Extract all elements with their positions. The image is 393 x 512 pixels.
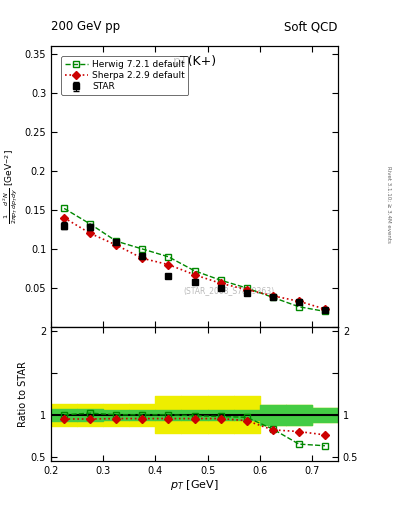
Legend: Herwig 7.2.1 default, Sherpa 2.2.9 default, STAR: Herwig 7.2.1 default, Sherpa 2.2.9 defau… [61, 56, 188, 95]
Text: Soft QCD: Soft QCD [285, 20, 338, 33]
Sherpa 2.2.9 default [296, 298, 301, 304]
Text: 200 GeV pp: 200 GeV pp [51, 20, 120, 33]
Sherpa 2.2.9 default [88, 230, 93, 237]
Line: Sherpa 2.2.9 default: Sherpa 2.2.9 default [61, 215, 328, 312]
Line: Herwig 7.2.1 default: Herwig 7.2.1 default [61, 205, 328, 314]
Herwig 7.2.1 default [166, 254, 171, 260]
Sherpa 2.2.9 default [114, 242, 119, 248]
Text: (STAR_2008_S7869363): (STAR_2008_S7869363) [184, 286, 275, 295]
Sherpa 2.2.9 default [62, 215, 66, 221]
Sherpa 2.2.9 default [218, 280, 223, 286]
Herwig 7.2.1 default [296, 304, 301, 310]
Sherpa 2.2.9 default [192, 272, 197, 278]
Herwig 7.2.1 default [88, 221, 93, 227]
Herwig 7.2.1 default [140, 246, 145, 252]
Sherpa 2.2.9 default [140, 255, 145, 262]
Herwig 7.2.1 default [62, 205, 66, 211]
Herwig 7.2.1 default [192, 268, 197, 274]
Text: Rivet 3.1.10; ≥ 3.4M events: Rivet 3.1.10; ≥ 3.4M events [386, 166, 391, 243]
Herwig 7.2.1 default [114, 238, 119, 244]
Text: pT(K+): pT(K+) [173, 54, 217, 68]
Sherpa 2.2.9 default [270, 293, 275, 299]
Y-axis label: $\frac{1}{2\pi p_T}\frac{d^2N}{dp_T dy}$ [GeV$^{-2}$]: $\frac{1}{2\pi p_T}\frac{d^2N}{dp_T dy}$… [2, 149, 20, 224]
X-axis label: $p_T$ [GeV]: $p_T$ [GeV] [170, 478, 219, 493]
Y-axis label: Ratio to STAR: Ratio to STAR [18, 361, 28, 427]
Sherpa 2.2.9 default [166, 262, 171, 268]
Herwig 7.2.1 default [270, 294, 275, 301]
Sherpa 2.2.9 default [323, 306, 327, 312]
Herwig 7.2.1 default [244, 285, 249, 291]
Sherpa 2.2.9 default [244, 287, 249, 293]
Herwig 7.2.1 default [323, 308, 327, 314]
Herwig 7.2.1 default [218, 277, 223, 283]
